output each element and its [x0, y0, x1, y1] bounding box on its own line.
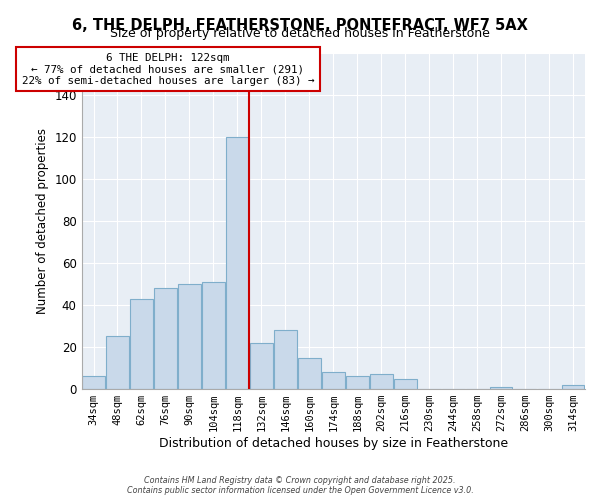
X-axis label: Distribution of detached houses by size in Featherstone: Distribution of detached houses by size … — [159, 437, 508, 450]
Text: 6 THE DELPH: 122sqm
← 77% of detached houses are smaller (291)
22% of semi-detac: 6 THE DELPH: 122sqm ← 77% of detached ho… — [22, 52, 314, 86]
Bar — [346, 376, 368, 389]
Bar — [82, 376, 105, 389]
Bar — [250, 343, 273, 389]
Bar — [490, 387, 512, 389]
Text: 6, THE DELPH, FEATHERSTONE, PONTEFRACT, WF7 5AX: 6, THE DELPH, FEATHERSTONE, PONTEFRACT, … — [72, 18, 528, 32]
Bar — [298, 358, 320, 389]
Bar — [322, 372, 344, 389]
Bar — [154, 288, 177, 389]
Bar — [562, 385, 584, 389]
Bar — [226, 136, 249, 389]
Text: Size of property relative to detached houses in Featherstone: Size of property relative to detached ho… — [110, 28, 490, 40]
Text: Contains HM Land Registry data © Crown copyright and database right 2025.
Contai: Contains HM Land Registry data © Crown c… — [127, 476, 473, 495]
Bar — [178, 284, 201, 389]
Bar — [106, 336, 129, 389]
Bar — [394, 378, 416, 389]
Bar — [130, 298, 153, 389]
Bar — [202, 282, 225, 389]
Bar — [370, 374, 392, 389]
Bar — [274, 330, 297, 389]
Y-axis label: Number of detached properties: Number of detached properties — [36, 128, 49, 314]
